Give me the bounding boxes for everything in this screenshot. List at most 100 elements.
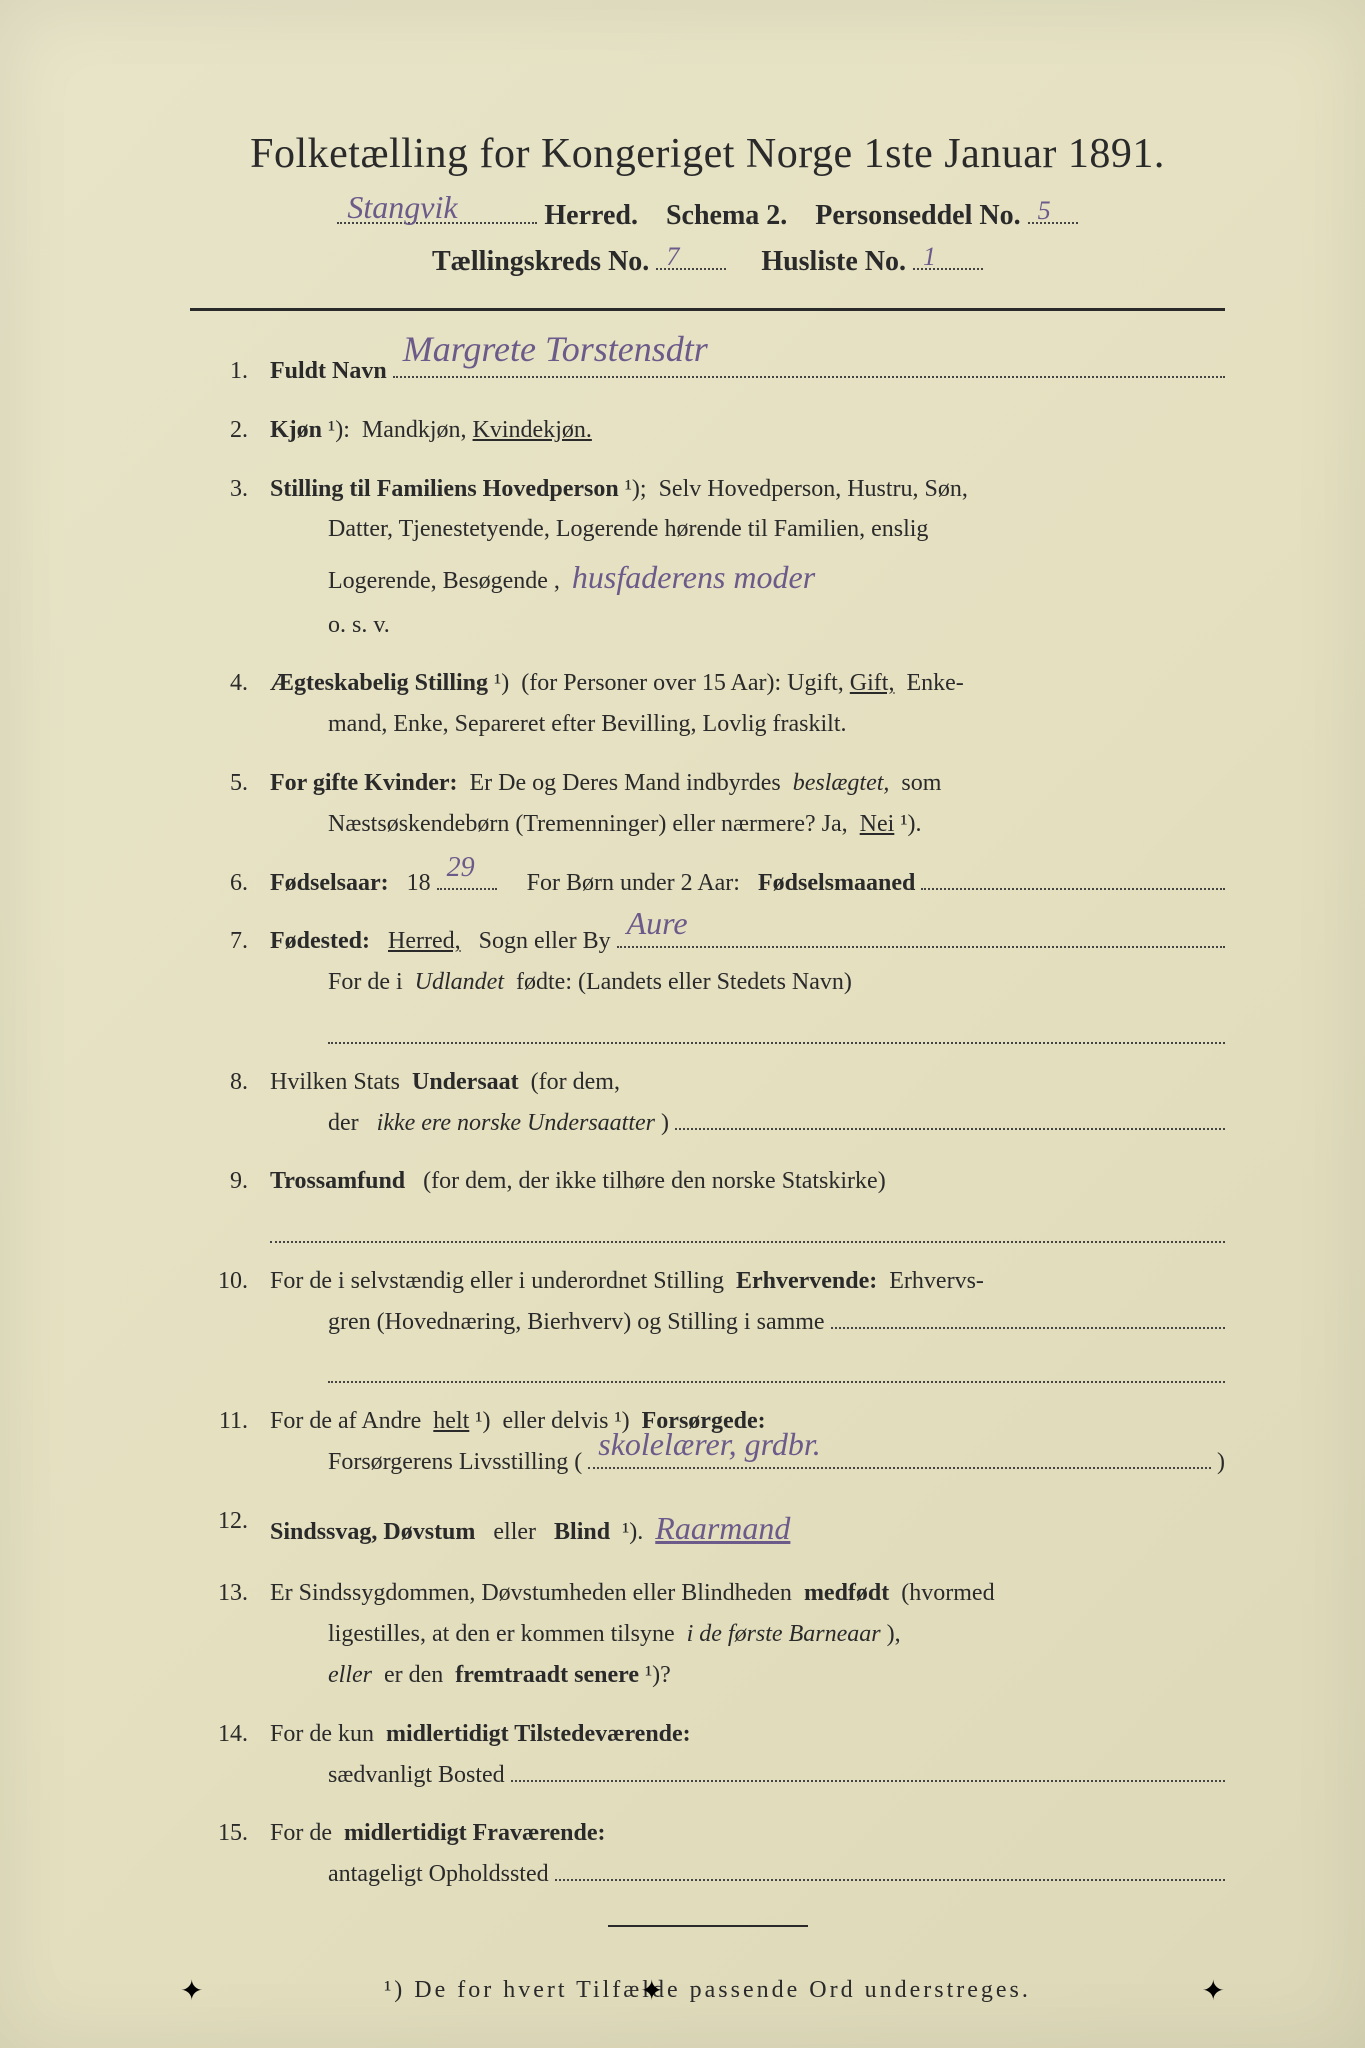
label-sex: Kjøn <box>270 417 322 443</box>
mw-nei: Nei <box>860 811 895 837</box>
item-11: 11. For de af Andre helt ¹) eller delvis… <box>190 1401 1225 1483</box>
item-4: 4. Ægteskabelig Stilling ¹) (for Persone… <box>190 663 1225 745</box>
i11-helt: helt <box>433 1408 469 1434</box>
item-6: 6. Fødselsaar: 18 29 For Børn under 2 Aa… <box>190 863 1225 904</box>
i11-text2: eller delvis <box>502 1408 608 1434</box>
census-form-page: Folketælling for Kongeriget Norge 1ste J… <box>0 0 1365 2048</box>
schema-label: Schema 2. <box>666 200 787 231</box>
relation-handwritten: husfaderens moder <box>572 559 815 595</box>
sex-option-male: Mandkjøn, <box>362 417 467 443</box>
item-12: 12. Sindssvag, Døvstum eller Blind ¹). R… <box>190 1501 1225 1555</box>
item-num-13: 13. <box>190 1573 270 1695</box>
item-num-14: 14. <box>190 1714 270 1796</box>
item-5: 5. For gifte Kvinder: Er De og Deres Man… <box>190 763 1225 845</box>
item-num-10: 10. <box>190 1261 270 1383</box>
label-birthplace: Fødested: <box>270 921 370 962</box>
kreds-no: 7 <box>666 242 679 272</box>
i13-text1: Er Sindssygdommen, Døvstumheden eller Bl… <box>270 1580 792 1606</box>
footnote: ¹) De for hvert Tilfælde passende Ord un… <box>190 1977 1225 2004</box>
relation-text4: o. s. v. <box>270 612 390 638</box>
i9-text1: (for dem, der ikke tilhøre den norske St… <box>423 1168 886 1194</box>
i15-text2: antageligt Opholdssted <box>328 1854 549 1895</box>
i14-text2: sædvanligt Bosted <box>328 1755 505 1796</box>
bp-hand: Aure <box>627 896 688 950</box>
item-7: 7. Fødested: Herred, Sogn eller By Aure … <box>190 921 1225 1043</box>
i13-text2: (hvormed <box>901 1580 994 1606</box>
bp-italic1: Udlandet <box>415 969 504 995</box>
i12-bold1: Blind <box>554 1512 610 1553</box>
i12-text1: eller <box>493 1512 536 1553</box>
i11-text1: For de af Andre <box>270 1408 421 1434</box>
relation-text3: Logerende, Besøgende <box>270 568 548 594</box>
i13-bold2: fremtraadt senere <box>455 1662 639 1688</box>
kreds-label: Tællingskreds No. <box>432 246 649 277</box>
marital-text1: (for Personer over 15 Aar): Ugift, <box>521 670 844 696</box>
i8-text2: (for dem, <box>531 1069 620 1095</box>
personseddel-no: 5 <box>1038 196 1051 226</box>
header-line-1: Stangvik Herred. Schema 2. Personseddel … <box>190 200 1225 232</box>
item-num-2: 2. <box>190 410 270 451</box>
i10-text3: gren (Hovednæring, Bierhverv) og Stillin… <box>328 1302 825 1343</box>
i15-text1: For de <box>270 1820 332 1846</box>
i10-text1: For de i selvstændig eller i underordnet… <box>270 1268 724 1294</box>
i13-text5: er den <box>384 1662 443 1688</box>
i8-italic1: ikke ere norske Undersaatter <box>377 1103 655 1144</box>
item-num-15: 15. <box>190 1813 270 1895</box>
item-14: 14. For de kun midlertidigt Tilstedevære… <box>190 1714 1225 1796</box>
item-num-1: 1. <box>190 351 270 392</box>
item-1: 1. Fuldt Navn Margrete Torstensdtr <box>190 351 1225 392</box>
i10-bold1: Erhvervende: <box>736 1268 877 1294</box>
mw-italic1: beslægtet, <box>793 770 890 796</box>
i8-bold1: Undersaat <box>412 1069 519 1095</box>
year-prefix: 18 <box>407 863 431 904</box>
i13-bold1: medfødt <box>804 1580 889 1606</box>
item-2: 2. Kjøn ¹): Mandkjøn, Kvindekjøn. <box>190 410 1225 451</box>
mw-text3: Næstsøskendebørn (Tremenninger) eller næ… <box>270 811 848 837</box>
bp-text2: For de i <box>328 969 403 995</box>
mark-right: ✦ <box>1202 1974 1225 2008</box>
husliste-label: Husliste No. <box>761 246 906 277</box>
i10-text2: Erhvervs- <box>889 1268 984 1294</box>
mw-text1: Er De og Deres Mand indbyrdes <box>470 770 781 796</box>
item-num-12: 12. <box>190 1501 270 1555</box>
item-num-3: 3. <box>190 469 270 646</box>
bp-text1: Sogn eller By <box>479 921 611 962</box>
item-num-6: 6. <box>190 863 270 904</box>
i8-text3: der <box>328 1103 359 1144</box>
item-13: 13. Er Sindssygdommen, Døvstumheden elle… <box>190 1573 1225 1695</box>
marital-text2: Enke- <box>906 670 963 696</box>
herred-handwritten: Stangvik <box>347 189 457 226</box>
relation-text2: Datter, Tjenestetyende, Logerende hørend… <box>270 516 928 542</box>
i13-text3: ligestilles, at den er kommen tilsyne <box>270 1621 675 1647</box>
i13-text4: ), <box>887 1621 901 1647</box>
mw-text2: som <box>901 770 941 796</box>
item-num-8: 8. <box>190 1062 270 1144</box>
item-9: 9. Trossamfund (for dem, der ikke tilhør… <box>190 1161 1225 1243</box>
i15-bold1: midlertidigt Fraværende: <box>344 1820 606 1846</box>
item-num-11: 11. <box>190 1401 270 1483</box>
i11-hand: skolelærer, grdbr. <box>598 1417 821 1471</box>
personseddel-label: Personseddel No. <box>815 200 1020 231</box>
item-num-7: 7. <box>190 921 270 1043</box>
item-3: 3. Stilling til Familiens Hovedperson ¹)… <box>190 469 1225 646</box>
herred-label: Herred. <box>544 200 638 231</box>
item-num-5: 5. <box>190 763 270 845</box>
i14-bold1: midlertidigt Tilstedeværende: <box>386 1721 691 1747</box>
label-marital: Ægteskabelig Stilling <box>270 670 488 696</box>
marital-text3: mand, Enke, Separeret efter Bevilling, L… <box>270 711 847 737</box>
label-birthyear: Fødselsaar: <box>270 863 389 904</box>
i14-text1: For de kun <box>270 1721 374 1747</box>
item-8: 8. Hvilken Stats Undersaat (for dem, der… <box>190 1062 1225 1144</box>
bp-text3: fødte: (Landets eller Stedets Navn) <box>516 969 852 995</box>
sex-option-female: Kvindekjøn. <box>473 417 592 443</box>
marital-gift: Gift, <box>850 670 895 696</box>
form-title: Folketælling for Kongeriget Norge 1ste J… <box>190 130 1225 178</box>
bp-herred: Herred, <box>388 921 461 962</box>
year-hand: 29 <box>447 844 475 892</box>
relation-text1: Selv Hovedperson, Hustru, Søn, <box>659 476 968 502</box>
i13-italic2: eller <box>270 1662 372 1688</box>
header-line-2: Tællingskreds No. 7 Husliste No. 1 <box>190 246 1225 278</box>
item-num-4: 4. <box>190 663 270 745</box>
label-disability: Sindssvag, Døvstum <box>270 1512 475 1553</box>
mark-left: ✦ <box>180 1974 203 2008</box>
